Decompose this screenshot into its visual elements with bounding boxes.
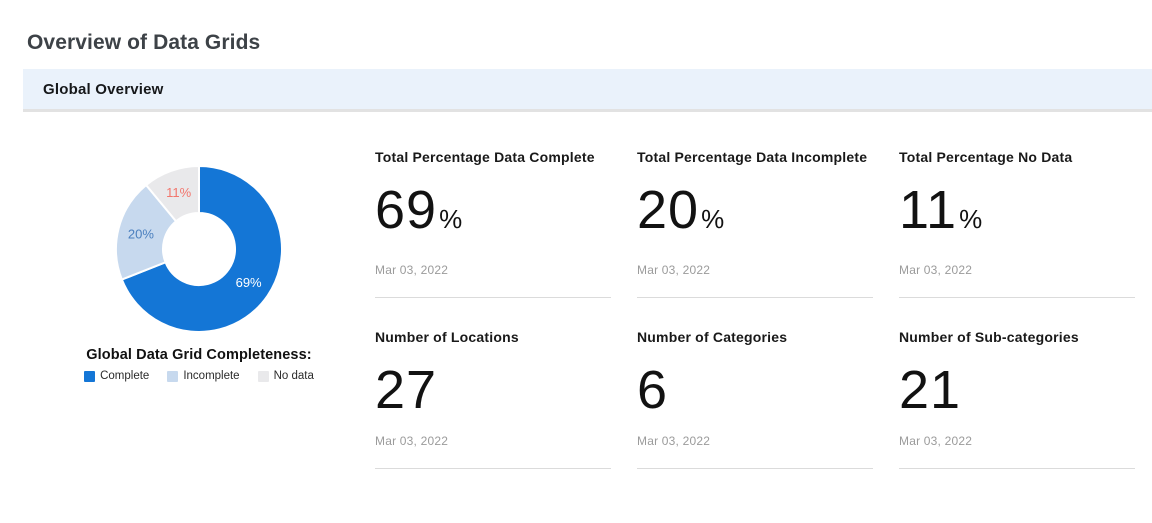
stat-card-value-row: 21: [899, 362, 1135, 418]
stat-card-number-of-locations: Number of Locations 27 Mar 03, 2022: [375, 327, 611, 469]
stat-card-unit: %: [439, 204, 463, 234]
stat-card-divider: [375, 468, 611, 469]
stat-card-value: 21: [899, 360, 962, 420]
stat-card-title: Number of Locations: [375, 329, 519, 345]
legend-item-complete: Complete: [84, 370, 149, 382]
stat-card-title: Number of Sub-categories: [899, 329, 1079, 345]
stat-card-divider: [899, 297, 1135, 298]
donut-slice-label: 20%: [128, 227, 154, 242]
stat-card-date: Mar 03, 2022: [375, 434, 449, 448]
legend-label: Incomplete: [183, 370, 240, 382]
stat-card-value-row: 20 %: [637, 182, 873, 247]
donut-slice-no-data: [144, 164, 200, 223]
stat-card-divider: [637, 297, 873, 298]
stat-card-divider: [375, 297, 611, 298]
stat-card-value-row: 69 %: [375, 182, 611, 247]
stat-card-value-row: 11 %: [899, 182, 1135, 247]
stat-card-date: Mar 03, 2022: [899, 263, 973, 277]
section-title: Global Overview: [43, 80, 164, 98]
stat-card-date: Mar 03, 2022: [637, 263, 711, 277]
stat-card-value: 69: [375, 180, 438, 240]
stat-card-title: Total Percentage No Data: [899, 149, 1073, 165]
legend-item-no-data: No data: [257, 370, 314, 382]
stat-card-title: Total Percentage Data Incomplete: [637, 149, 868, 165]
section-header-global-overview: Global Overview: [23, 69, 1152, 112]
stat-card-value: 11: [899, 180, 958, 240]
legend-swatch-incomplete: [167, 370, 179, 382]
stat-card-divider: [899, 468, 1135, 469]
stat-card-total-percentage-data-complete: Total Percentage Data Complete 69 % Mar …: [375, 147, 611, 298]
stat-card-unit: %: [701, 204, 725, 234]
stat-cards-grid: Total Percentage Data Complete 69 % Mar …: [375, 112, 1135, 469]
legend-swatch-no-data: [257, 370, 269, 382]
stat-card-value: 27: [375, 360, 438, 420]
donut-slice-label: 11%: [166, 185, 191, 200]
stat-card-total-percentage-data-incomplete: Total Percentage Data Incomplete 20 % Ma…: [637, 147, 873, 298]
chart-title: Global Data Grid Completeness:: [86, 347, 312, 363]
page-title: Overview of Data Grids: [27, 31, 261, 54]
stat-card-title: Number of Categories: [637, 329, 788, 345]
donut-slice-label: 69%: [236, 275, 262, 290]
legend-label: No data: [273, 370, 314, 382]
stat-card-value: 6: [637, 360, 669, 420]
stat-card-value: 20: [637, 180, 700, 240]
stat-card-date: Mar 03, 2022: [637, 434, 711, 448]
stat-card-total-percentage-no-data: Total Percentage No Data 11 % Mar 03, 20…: [899, 147, 1135, 298]
chart-legend: Complete Incomplete No data: [84, 370, 314, 382]
stat-card-divider: [637, 468, 873, 469]
completeness-chart-block: 69% 20% 11% Global Data Grid Completeness:…: [23, 112, 375, 469]
legend-label: Complete: [100, 370, 150, 382]
global-overview-content: 69% 20% 11% Global Data Grid Completeness:…: [23, 112, 1152, 469]
legend-item-incomplete: Incomplete: [167, 370, 240, 382]
stat-card-value-row: 27: [375, 362, 611, 418]
donut-slice-complete: [120, 164, 283, 333]
stat-card-value-row: 6: [637, 362, 873, 418]
stat-card-unit: %: [959, 204, 983, 234]
stat-card-date: Mar 03, 2022: [899, 434, 973, 448]
stat-card-title: Total Percentage Data Complete: [375, 149, 595, 165]
stat-card-date: Mar 03, 2022: [375, 263, 449, 277]
legend-swatch-complete: [84, 370, 96, 382]
donut-chart: 69% 20% 11%: [115, 164, 283, 333]
stat-card-number-of-categories: Number of Categories 6 Mar 03, 2022: [637, 327, 873, 469]
stat-card-number-of-sub-categories: Number of Sub-categories 21 Mar 03, 2022: [899, 327, 1135, 469]
